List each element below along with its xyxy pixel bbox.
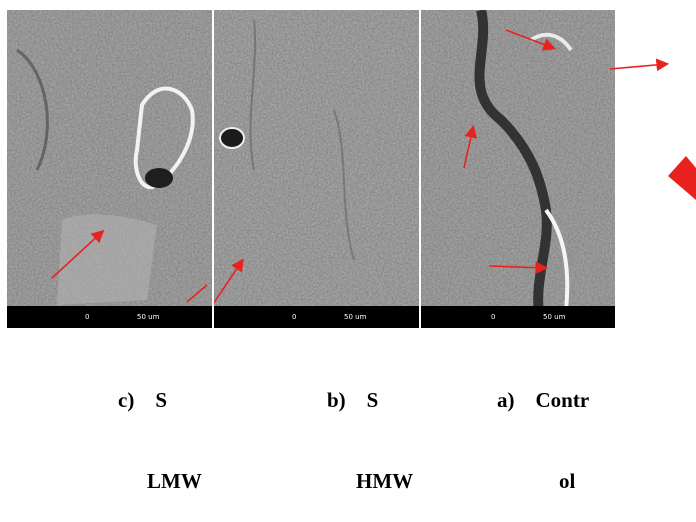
- scale-label-length: 50 um: [344, 313, 367, 321]
- scale-label-zero: 0: [85, 313, 90, 321]
- red-arrowhead-icon: [668, 156, 696, 200]
- caption-c-line2: LMW: [147, 469, 202, 493]
- red-arrow-icon: [488, 261, 549, 275]
- scale-label-length: 50 um: [137, 313, 160, 321]
- sem-image-b: [214, 10, 419, 328]
- side-annotations: [609, 58, 696, 200]
- red-arrow-icon: [51, 229, 105, 279]
- scale-label-zero: 0: [292, 313, 297, 321]
- caption-c-line1: c) S: [118, 388, 167, 412]
- caption-a-line1: a) Contr: [497, 388, 590, 412]
- scale-bar: 0 50 um: [421, 306, 615, 328]
- red-arrow-icon: [505, 29, 556, 51]
- caption-b-line1: b) S: [327, 388, 379, 412]
- sem-panel-b: 0 50 um: [214, 10, 419, 328]
- sem-panel-a: 0 50 um: [421, 10, 615, 328]
- caption-c: c) S LMW: [118, 333, 202, 522]
- caption-b-line2: HMW: [356, 469, 414, 493]
- sem-image-a: [421, 10, 615, 328]
- caption-b: b) S HMW: [327, 333, 413, 522]
- red-arrow-icon: [214, 258, 244, 305]
- scale-bar: 0 50 um: [214, 306, 419, 328]
- scale-label-zero: 0: [491, 313, 496, 321]
- red-arrow-icon: [463, 124, 478, 169]
- scale-label-length: 50 um: [543, 313, 566, 321]
- caption-a-line2: ol: [559, 469, 576, 493]
- red-arrow-icon: [609, 58, 670, 72]
- scale-bar: 0 50 um: [7, 306, 212, 328]
- sem-image-c: [7, 10, 212, 328]
- caption-a: a) Contr ol: [497, 333, 589, 522]
- sem-panel-c: 0 50 um: [7, 10, 212, 328]
